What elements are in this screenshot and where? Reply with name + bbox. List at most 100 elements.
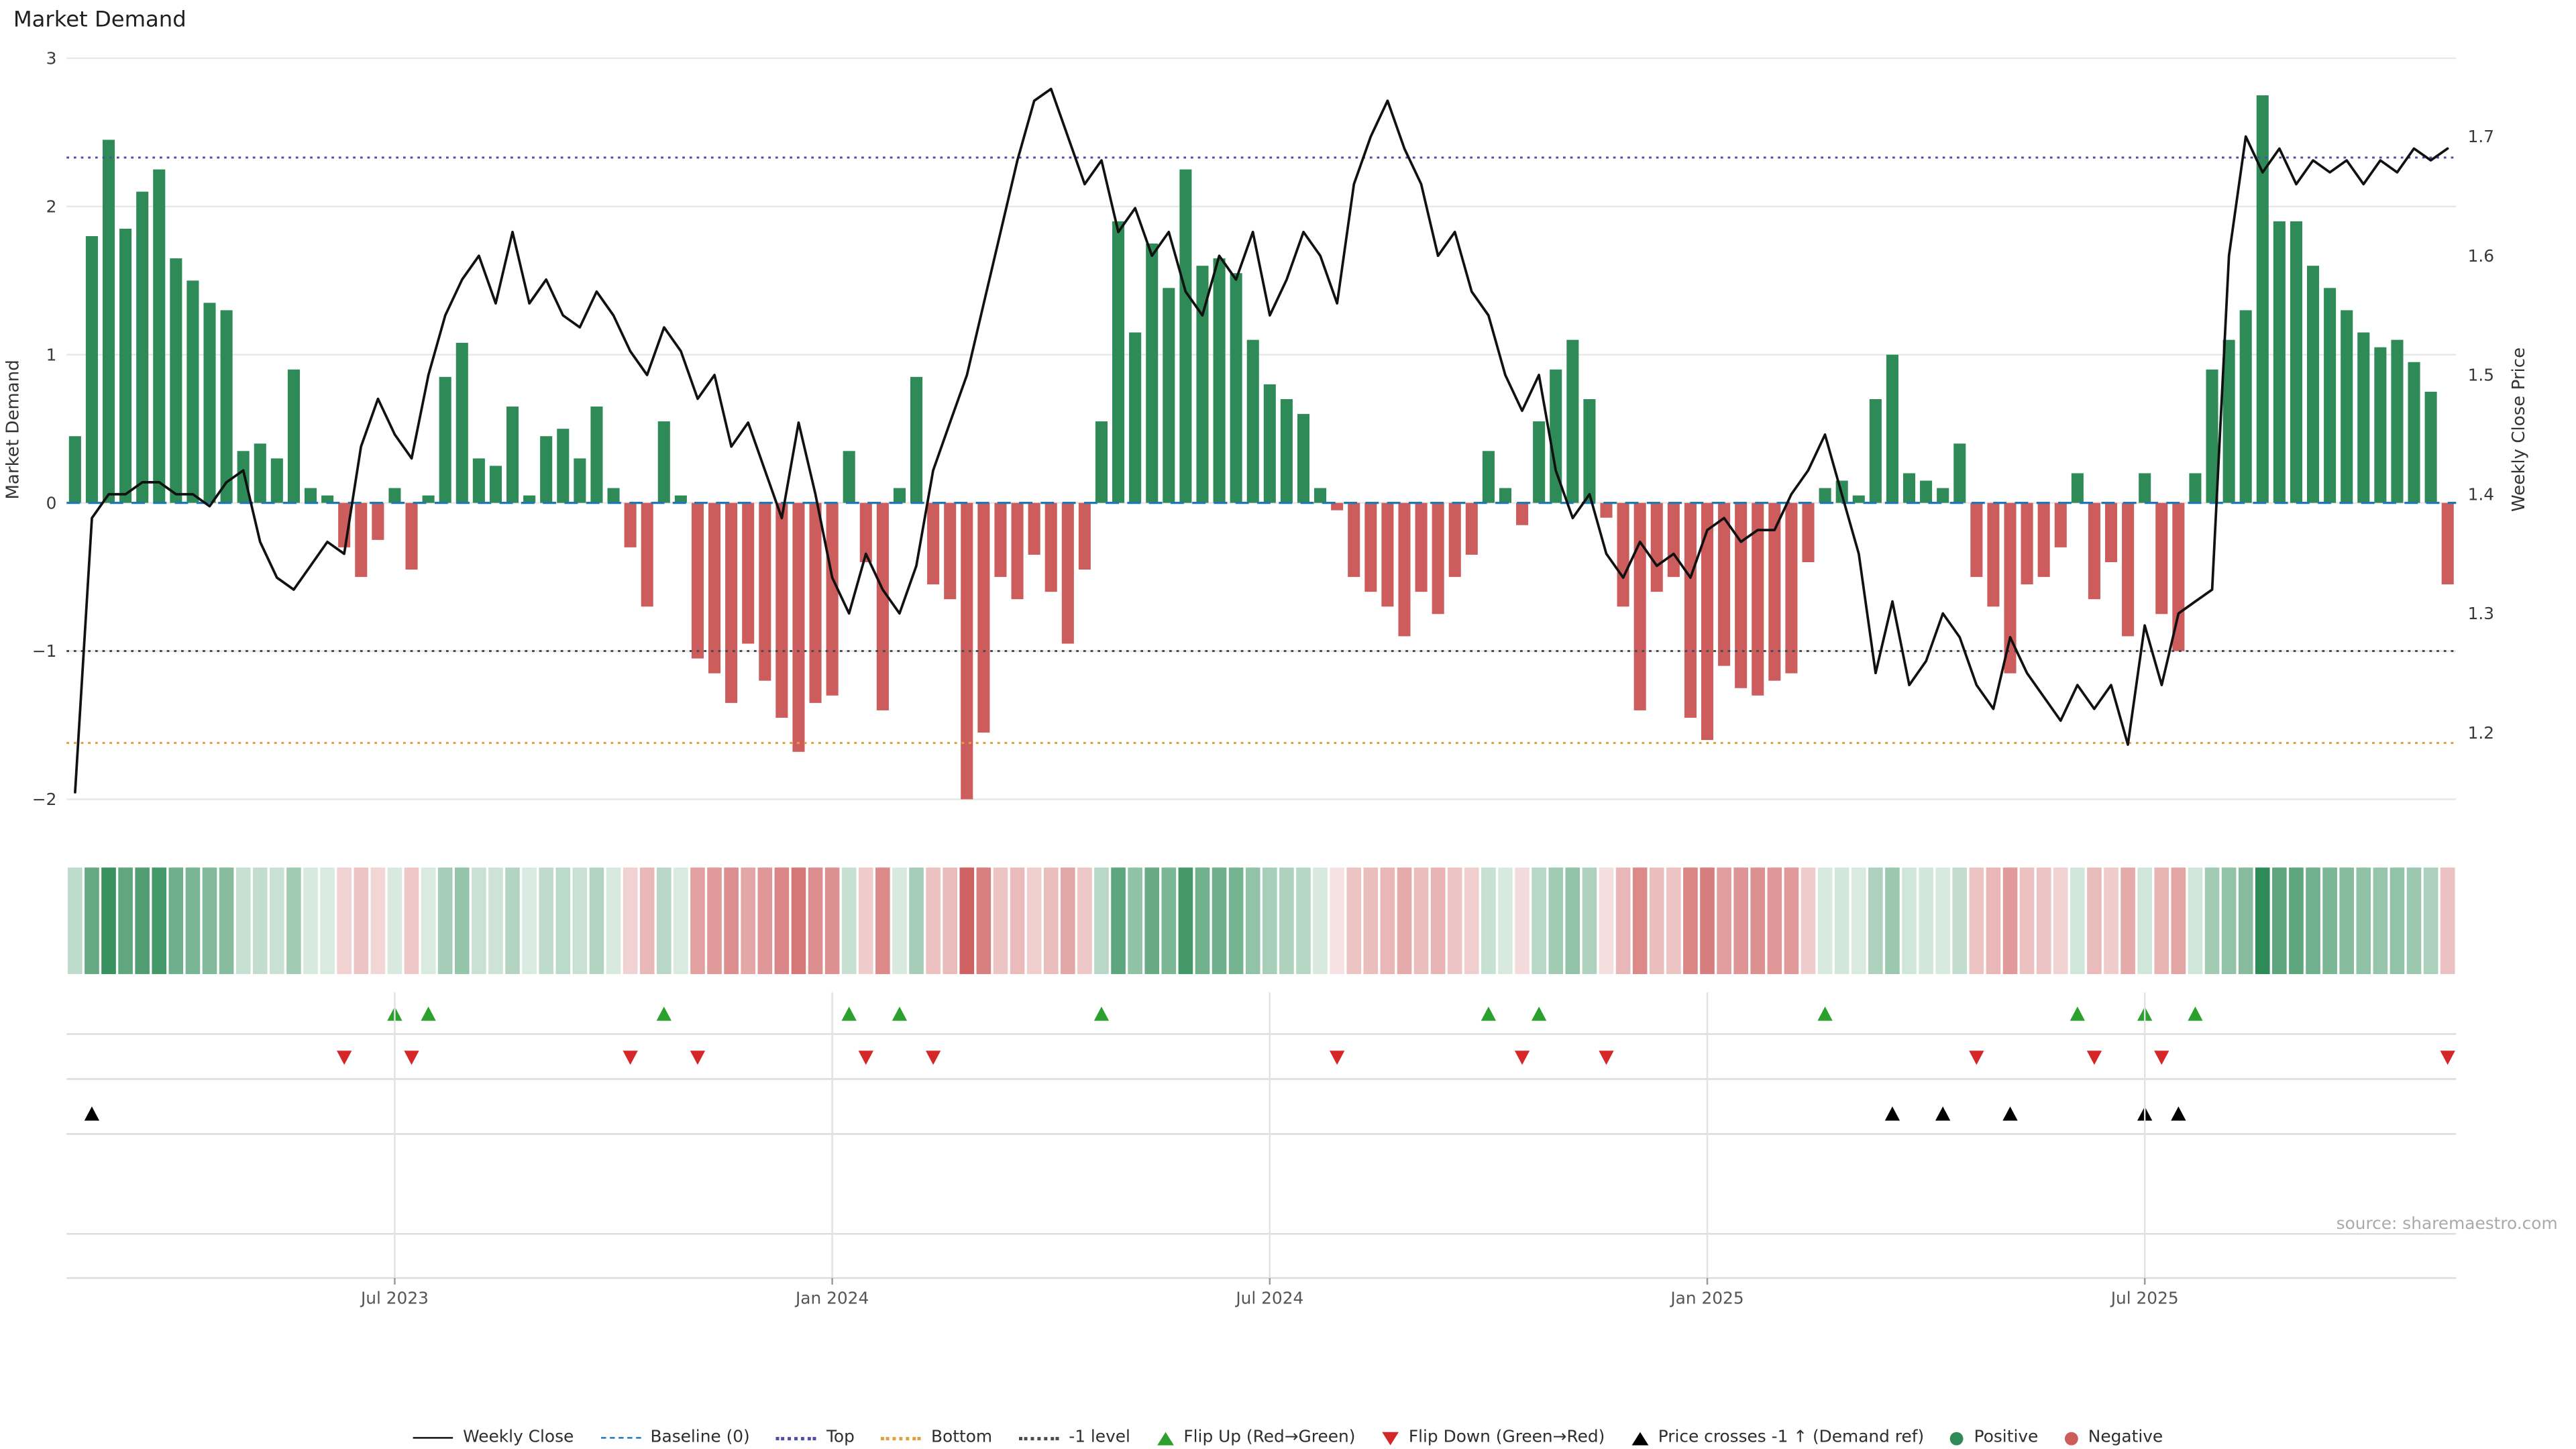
heatmap-cell [1733,867,1748,975]
demand-bar [1448,502,1461,578]
flip-down-marker [623,1051,638,1065]
heatmap-cell [1700,867,1715,975]
demand-bar [1314,488,1327,503]
demand-bar [1044,502,1057,592]
demand-bar [422,495,435,503]
heatmap-cell [808,867,823,975]
demand-bar [1785,502,1798,674]
left-axis-tick-label: 3 [46,49,57,68]
demand-bar [859,502,872,562]
demand-bar [2256,95,2269,503]
heatmap-cell [488,867,503,975]
demand-bar [85,235,98,503]
flip-down-marker [925,1051,941,1065]
demand-bar [2306,266,2320,503]
flip-down-marker [2086,1051,2102,1065]
demand-bar [1196,266,1209,503]
demand-bar [1550,369,1562,503]
demand-bar [2172,502,2185,651]
demand-bar [254,443,266,503]
demand-bar [68,436,81,503]
flip-up-marker [421,1006,436,1021]
demand-bar [1465,502,1478,555]
demand-bar [1937,488,1949,503]
demand-bar [1667,502,1680,578]
heatmap-cell [1515,867,1529,975]
flip-up-marker [656,1006,672,1021]
demand-bar [557,429,570,503]
heatmap-cell [639,867,655,975]
flip-down-marker [2154,1051,2169,1065]
demand-bar [1752,502,1764,696]
heatmap-cell [1043,867,1059,975]
demand-bar [2004,502,2017,674]
heatmap-cell [623,867,638,975]
heatmap-cell [1346,867,1362,975]
right-axis-tick-label: 1.3 [2468,604,2494,623]
demand-bar [2374,347,2387,503]
heatmap-cell [2104,867,2118,975]
demand-bar [2357,332,2370,503]
heatmap-cell [1717,867,1731,975]
heatmap-cell [1263,867,1277,975]
x-axis-tick-label: Jan 2025 [1669,1289,1743,1308]
heatmap-cell [118,867,133,975]
legend-item-label: Price crosses -1 ↑ (Demand ref) [1658,1428,1925,1448]
demand-bar [1364,502,1377,592]
demand-bar [153,169,166,503]
heatmap-cell [152,867,167,975]
heatmap-cell [1447,867,1462,975]
right-axis-tick-label: 1.7 [2468,127,2494,146]
flip-down-marker [1329,1051,1345,1065]
legend-item-weekly-close: Weekly Close [413,1429,574,1447]
heatmap-cell [2154,867,2169,975]
heatmap-cell [387,867,402,975]
heatmap-cell [959,867,975,975]
heatmap-cell [2002,867,2018,975]
demand-bar [2239,310,2252,503]
legend-item-label: Baseline (0) [650,1428,750,1448]
heatmap-cell [2087,867,2102,975]
demand-bar [439,376,451,503]
demand-bar [1701,502,1714,741]
heatmap-cell [370,867,386,975]
demand-bar [1650,502,1663,592]
legend-item-label: Weekly Close [463,1428,574,1448]
demand-bar [455,343,468,503]
legend-item-positive: Positive [1950,1429,2038,1447]
demand-bar [893,488,906,503]
left-axis-tick-label: 0 [46,493,57,513]
demand-bar [1583,398,1596,503]
demand-bar [388,488,401,503]
demand-bar [1230,273,1242,503]
flip-up-marker [1817,1006,1833,1021]
heatmap-cell [1481,867,1496,975]
flip-down-marker [858,1051,873,1065]
legend-item-flip-up: Flip Up (Red→Green) [1157,1429,1355,1447]
heatmap-cell [1582,867,1597,975]
demand-bar [2189,473,2202,503]
demand-bar [1869,398,1882,503]
flip-up-marker [1531,1006,1547,1021]
demand-bar [2391,339,2404,503]
demand-bar [1028,502,1040,555]
demand-bar [2206,369,2218,503]
heatmap-cell [2306,867,2320,975]
demand-bar [405,502,418,570]
x-axis-tick-label: Jul 2024 [1234,1289,1303,1308]
heatmap-cell [1649,867,1664,975]
demand-bar [1163,288,1175,503]
flip-down-marker [404,1051,419,1065]
demand-bar [674,495,687,503]
demand-bar [170,258,182,503]
right-axis-tick-label: 1.2 [2468,723,2494,743]
legend-item-negative: Negative [2065,1429,2163,1447]
heatmap-cell [993,867,1008,975]
heatmap-cell [892,867,907,975]
flip-down-marker [690,1051,706,1065]
demand-bar [1331,502,1344,511]
demand-bar [203,303,216,503]
heatmap-cell [235,867,251,975]
demand-bar [304,488,317,503]
demand-bar [574,458,586,503]
